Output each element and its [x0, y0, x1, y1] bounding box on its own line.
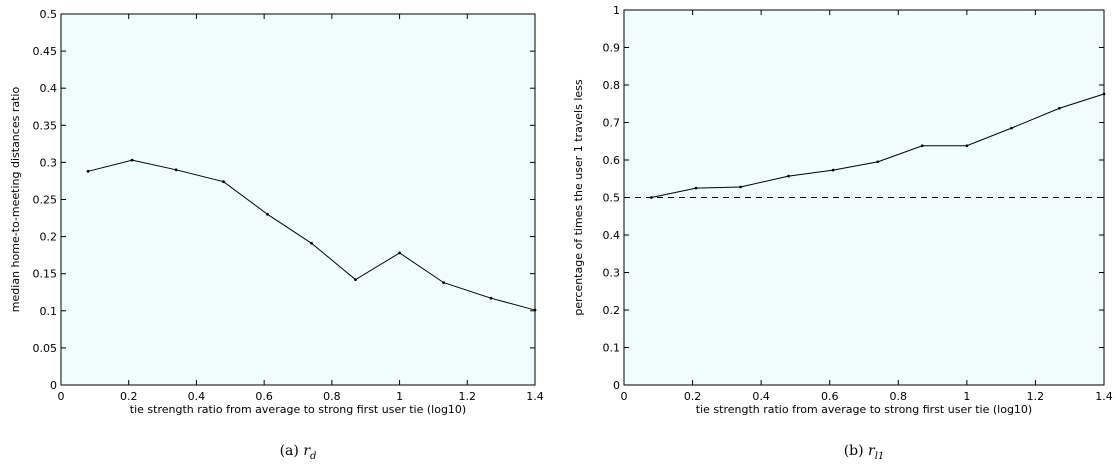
caption-variable: r: [868, 443, 876, 459]
x-axis-label: tie strength ratio from average to stron…: [696, 403, 1032, 416]
x-tick-label: 1.4: [1095, 390, 1113, 403]
data-point: [787, 174, 790, 178]
y-tick-label: 0.8: [603, 79, 621, 92]
y-tick-label: 0.4: [40, 82, 58, 95]
chart-b: 0 0.2 0.4 0.6 0.8 1 1.2 1.4 0 0.1 0.2 0.3 0.4 0.5 0.6 0…: [572, 4, 1113, 462]
data-point: [650, 196, 653, 199]
data-point: [310, 241, 313, 245]
data-point: [174, 168, 178, 172]
data-point: [533, 308, 537, 312]
x-tick-label: 1.2: [459, 390, 477, 403]
y-tick-label: 1: [613, 4, 620, 17]
x-tick-label: 0.2: [684, 390, 702, 403]
x-tick-label: 0.8: [323, 390, 341, 403]
y-axis-label: percentage of times the user 1 travels l…: [572, 79, 585, 316]
x-tick-label: 0.6: [821, 390, 839, 403]
x-tick-label: 1: [396, 390, 403, 403]
data-point: [1058, 106, 1061, 110]
y-tick-label: 0.45: [33, 45, 58, 58]
x-axis-label: tie strength ratio from average to stron…: [130, 403, 466, 416]
data-point: [398, 251, 401, 255]
y-tick-label: 0: [50, 379, 57, 392]
y-tick-label: 0.6: [603, 154, 621, 167]
y-tick-label: 0.3: [40, 156, 58, 169]
y-tick-label: 0.25: [33, 194, 58, 207]
data-point: [920, 144, 924, 148]
data-point: [1010, 126, 1013, 130]
x-tick-label: 0.4: [188, 390, 206, 403]
y-tick-label: 0.7: [603, 117, 621, 130]
y-tick-label: 0.15: [33, 268, 58, 281]
chart-a: 0 0.2 0.4 0.6 0.8 1 1.2 1.4 0 0.05 0.1 0.15 0.2 0.25 0…: [9, 8, 544, 462]
y-tick-label: 0.35: [33, 119, 58, 132]
x-tick-label: 0.6: [255, 390, 273, 403]
y-tick-label: 0.9: [603, 42, 621, 55]
x-tick-label: 1.2: [1027, 390, 1045, 403]
data-point: [876, 160, 880, 164]
caption-subscript: l1: [875, 451, 885, 462]
plot-area: [60, 13, 536, 386]
caption-prefix: (b): [844, 443, 868, 459]
y-tick-label: 0.05: [33, 342, 58, 355]
data-point: [831, 168, 835, 172]
data-point: [489, 296, 493, 300]
data-point: [739, 185, 742, 189]
y-axis-label: median home-to-meeting distances ratio: [9, 87, 22, 313]
data-point: [694, 186, 698, 190]
x-tick-label: 0.2: [120, 390, 138, 403]
x-tick-label: 1: [963, 390, 970, 403]
y-tick-label: 0.2: [603, 304, 621, 317]
x-tick-label: 0: [621, 390, 628, 403]
y-tick-label: 0.5: [40, 8, 58, 21]
data-point: [130, 158, 134, 162]
y-tick-label: 0.2: [40, 231, 58, 244]
caption-subscript: d: [310, 451, 316, 462]
y-tick-label: 0.3: [603, 267, 621, 280]
figure-caption: (b) rl1: [844, 443, 885, 462]
data-point: [266, 212, 269, 216]
x-tick-label: 0: [58, 390, 65, 403]
data-point: [442, 281, 445, 285]
y-tick-label: 0: [613, 379, 620, 392]
data-point: [354, 278, 357, 282]
y-tick-label: 0.1: [603, 342, 621, 355]
data-point: [222, 180, 225, 184]
y-tick-label: 0.4: [603, 229, 621, 242]
x-tick-label: 0.8: [890, 390, 908, 403]
caption-prefix: (a): [280, 443, 304, 459]
x-tick-label: 0.4: [752, 390, 770, 403]
x-tick-label: 1.4: [526, 390, 544, 403]
data-point: [965, 144, 969, 148]
data-point: [86, 169, 90, 173]
y-tick-label: 0.5: [603, 192, 621, 205]
y-tick-label: 0.1: [40, 305, 58, 318]
figure-caption: (a) rd: [280, 443, 317, 462]
caption-variable: r: [303, 443, 311, 459]
data-point: [1102, 92, 1106, 96]
